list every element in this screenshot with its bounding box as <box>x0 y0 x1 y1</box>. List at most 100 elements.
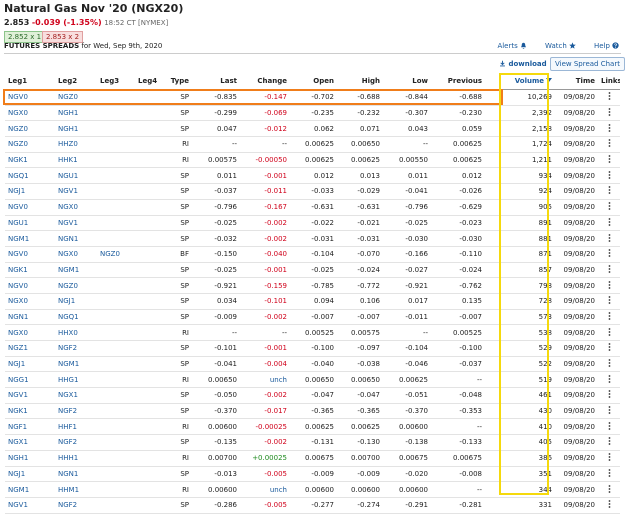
leg-symbol[interactable]: NGF1 <box>8 422 28 431</box>
links-cell[interactable] <box>598 277 620 294</box>
column-header[interactable]: Volume <box>485 73 555 90</box>
leg-symbol[interactable]: NGJ1 <box>8 360 26 369</box>
links-cell[interactable] <box>598 183 620 200</box>
links-cell[interactable] <box>598 434 620 451</box>
leg-symbol[interactable]: NGJ1 <box>58 297 76 306</box>
leg-symbol[interactable]: NGV1 <box>8 501 28 510</box>
leg-symbol[interactable]: NGK1 <box>8 156 28 165</box>
links-menu-icon[interactable] <box>608 170 611 179</box>
leg-symbol[interactable]: NGX1 <box>8 438 28 447</box>
links-menu-icon[interactable] <box>608 312 611 320</box>
links-cell[interactable] <box>598 387 620 404</box>
leg-symbol[interactable]: NGF2 <box>58 407 78 416</box>
links-menu-icon[interactable] <box>608 280 611 289</box>
links-cell[interactable] <box>598 309 620 326</box>
watch-link[interactable]: Watch <box>537 42 576 50</box>
leg-symbol[interactable]: HHM1 <box>58 485 80 494</box>
leg-symbol[interactable]: NGV1 <box>58 187 78 196</box>
leg-symbol[interactable]: NGV0 <box>8 93 28 102</box>
links-cell[interactable] <box>598 293 620 310</box>
links-cell[interactable] <box>598 450 620 467</box>
links-cell[interactable] <box>598 324 620 341</box>
leg-symbol[interactable]: NGQ1 <box>8 171 29 180</box>
help-link[interactable]: Help <box>586 42 619 50</box>
links-menu-icon[interactable] <box>608 359 611 367</box>
links-menu-icon[interactable] <box>608 217 611 226</box>
leg-symbol[interactable]: NGZ0 <box>8 140 28 149</box>
links-cell[interactable] <box>598 403 620 420</box>
leg-symbol[interactable]: NGH1 <box>58 124 79 133</box>
leg-symbol[interactable]: NGJ1 <box>8 469 26 478</box>
leg-symbol[interactable]: HHZ0 <box>58 140 78 149</box>
leg-symbol[interactable]: NGK1 <box>8 407 28 416</box>
leg-symbol[interactable]: NGV0 <box>8 203 28 212</box>
leg-symbol[interactable]: NGX1 <box>58 391 78 400</box>
links-menu-icon[interactable] <box>608 155 611 163</box>
leg-symbol[interactable]: NGH1 <box>8 454 29 463</box>
leg-symbol[interactable]: NGZ1 <box>8 344 28 353</box>
download-link[interactable]: download <box>497 60 547 68</box>
watch-text[interactable]: Watch <box>545 42 567 50</box>
leg-symbol[interactable]: NGZ0 <box>8 124 28 133</box>
links-menu-icon[interactable] <box>608 123 611 132</box>
leg-symbol[interactable]: HHX0 <box>58 328 78 337</box>
links-menu-icon[interactable] <box>608 92 611 101</box>
leg-symbol[interactable]: NGZ0 <box>58 281 78 290</box>
links-cell[interactable] <box>598 262 620 279</box>
links-menu-icon[interactable] <box>608 202 611 211</box>
leg-symbol[interactable]: NGX0 <box>8 109 28 118</box>
leg-symbol[interactable]: NGN1 <box>58 234 79 243</box>
leg-symbol[interactable]: NGV1 <box>8 391 28 400</box>
spread-chart-button[interactable]: View Spread Chart <box>550 57 625 71</box>
leg-symbol[interactable]: NGH1 <box>58 109 79 118</box>
leg-symbol[interactable]: NGM1 <box>8 485 30 494</box>
links-cell[interactable] <box>598 246 620 263</box>
leg-symbol[interactable]: NGX0 <box>8 328 28 337</box>
links-menu-icon[interactable] <box>608 343 611 352</box>
links-cell[interactable] <box>598 152 620 169</box>
links-menu-icon[interactable] <box>608 327 611 336</box>
links-cell[interactable] <box>598 167 620 185</box>
help-text[interactable]: Help <box>594 42 610 50</box>
links-cell[interactable] <box>598 105 620 122</box>
leg-symbol[interactable]: NGU1 <box>8 218 29 227</box>
leg-symbol[interactable]: NGJ1 <box>8 187 26 196</box>
leg-symbol[interactable]: NGZ0 <box>100 250 120 259</box>
leg-symbol[interactable]: NGN1 <box>8 312 29 321</box>
links-menu-icon[interactable] <box>608 108 611 116</box>
links-menu-icon[interactable] <box>608 139 611 148</box>
links-cell[interactable] <box>598 497 620 514</box>
leg-symbol[interactable]: NGV0 <box>8 250 28 259</box>
links-cell[interactable] <box>598 371 620 389</box>
links-menu-icon[interactable] <box>608 233 611 242</box>
leg-symbol[interactable]: HHK1 <box>58 156 78 165</box>
links-cell[interactable] <box>598 340 620 357</box>
leg-symbol[interactable]: NGF2 <box>58 438 78 447</box>
links-menu-icon[interactable] <box>608 421 611 430</box>
links-cell[interactable] <box>598 136 620 153</box>
leg-symbol[interactable]: NGX0 <box>8 297 28 306</box>
links-cell[interactable] <box>598 199 620 216</box>
leg-symbol[interactable]: NGK1 <box>8 265 28 274</box>
links-cell[interactable] <box>598 356 620 373</box>
links-menu-icon[interactable] <box>608 437 611 446</box>
links-menu-icon[interactable] <box>608 186 611 195</box>
leg-symbol[interactable]: NGQ1 <box>58 312 79 321</box>
links-cell[interactable] <box>598 89 620 106</box>
links-cell[interactable] <box>598 215 620 232</box>
links-menu-icon[interactable] <box>608 453 611 462</box>
leg-symbol[interactable]: HHH1 <box>58 454 79 463</box>
links-cell[interactable] <box>598 120 620 138</box>
leg-symbol[interactable]: NGM1 <box>58 360 80 369</box>
leg-symbol[interactable]: NGM1 <box>8 234 30 243</box>
leg-symbol[interactable]: NGN1 <box>58 469 79 478</box>
links-cell[interactable] <box>598 230 620 247</box>
leg-symbol[interactable]: HHF1 <box>58 422 78 431</box>
links-menu-icon[interactable] <box>608 390 611 399</box>
links-cell[interactable] <box>598 481 620 498</box>
download-text[interactable]: download <box>508 60 547 68</box>
leg-symbol[interactable]: NGG1 <box>8 375 29 384</box>
leg-symbol[interactable]: HHG1 <box>58 375 79 384</box>
links-menu-icon[interactable] <box>608 484 611 493</box>
leg-symbol[interactable]: NGM1 <box>58 265 80 274</box>
